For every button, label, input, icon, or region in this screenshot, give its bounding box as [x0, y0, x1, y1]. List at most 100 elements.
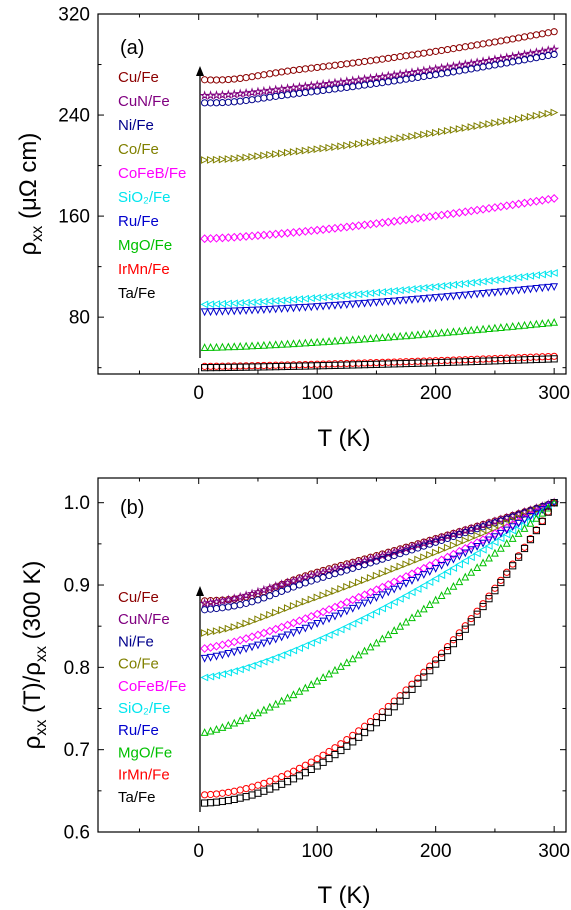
data-point: [461, 326, 470, 335]
data-point: [402, 691, 410, 699]
data-point: [396, 697, 404, 705]
data-point: [366, 299, 375, 308]
data-point: [236, 74, 244, 83]
data-point: [449, 327, 458, 336]
data-point: [300, 572, 311, 582]
data-point: [337, 740, 345, 748]
y-axis-label: ρxx (μΩ cm): [15, 133, 46, 256]
data-point: [372, 571, 381, 580]
data-point: [526, 518, 535, 527]
data-point: [549, 44, 560, 54]
legend-entry: Ta/Fe: [118, 789, 156, 806]
data-point: [420, 72, 428, 81]
data-point: [478, 277, 487, 286]
data-point: [366, 587, 375, 597]
data-point: [206, 308, 215, 317]
data-point: [254, 152, 263, 161]
data-point: [236, 601, 244, 609]
data-point: [236, 794, 244, 802]
legend: Cu/Fe CuN/Fe Ni/Fe Co/Fe CoFeB/Fe SiO₂/Fe Ru/F…: [118, 69, 186, 302]
data-point: [520, 272, 529, 281]
data-point: [508, 287, 517, 296]
data-point: [259, 705, 268, 714]
data-point: [217, 640, 227, 650]
data-point: [378, 591, 387, 600]
data-point: [201, 156, 209, 164]
legend-entry: SiO₂/Fe: [118, 700, 171, 717]
data-point: [265, 305, 274, 314]
data-point: [277, 696, 286, 705]
data-point: [432, 548, 440, 557]
data-point: [254, 596, 262, 604]
data-point: [325, 589, 334, 598]
data-point: [372, 713, 381, 721]
data-point: [432, 71, 440, 79]
data-point: [348, 654, 357, 663]
data-point: [371, 552, 382, 562]
data-point: [318, 607, 328, 617]
data-point: [538, 110, 547, 119]
data-point: [223, 89, 234, 100]
data-point: [212, 308, 221, 316]
data-point: [432, 128, 440, 137]
data-point: [289, 690, 298, 699]
data-point: [325, 337, 333, 345]
data-point: [224, 75, 232, 84]
data-point: [360, 576, 369, 585]
series-4: [201, 498, 559, 637]
data-point: [372, 585, 381, 595]
data-point: [360, 57, 369, 66]
data-point: [218, 155, 227, 164]
data-point: [478, 535, 488, 545]
data-point: [223, 594, 234, 605]
data-point: [265, 340, 274, 349]
data-point: [295, 627, 304, 635]
data-point: [449, 356, 458, 364]
data-point: [224, 720, 233, 729]
data-point: [236, 97, 244, 105]
data-point: [503, 568, 511, 576]
data-point: [526, 112, 535, 121]
data-point: [301, 579, 309, 587]
data-point: [236, 621, 245, 630]
data-point: [336, 291, 345, 300]
data-point: [266, 93, 274, 101]
data-point: [217, 595, 228, 606]
data-point: [242, 74, 250, 82]
data-point: [288, 575, 299, 586]
data-point: [301, 360, 309, 369]
data-point: [295, 764, 304, 772]
series-6: [200, 269, 558, 309]
data-point: [384, 54, 392, 62]
data-point: [295, 772, 304, 780]
y-ticks: 0.6 0.7 0.8 0.9 1.0: [64, 493, 566, 844]
data-point: [366, 359, 375, 367]
data-point: [230, 342, 239, 351]
data-point: [246, 588, 258, 599]
data-point: [383, 580, 393, 589]
data-point: [230, 667, 238, 675]
data-point: [200, 673, 209, 682]
data-point: [389, 69, 400, 80]
data-point: [389, 286, 398, 295]
series-6: [200, 498, 558, 682]
data-point: [538, 270, 546, 279]
data-point: [544, 502, 553, 511]
data-point: [349, 140, 357, 149]
data-point: [199, 90, 210, 100]
data-point: [461, 536, 470, 545]
data-point: [254, 341, 262, 350]
data-point: [407, 588, 416, 597]
data-point: [277, 633, 286, 642]
data-point: [319, 360, 327, 368]
data-point: [473, 355, 481, 363]
data-point: [283, 770, 292, 778]
y-tick-label: 0.7: [64, 740, 90, 761]
data-point: [532, 513, 541, 522]
data-point: [418, 65, 429, 76]
data-point: [372, 333, 381, 342]
data-point: [306, 570, 317, 581]
y-tick-label: 0.9: [64, 576, 90, 597]
x-tick-label: 100: [301, 383, 333, 404]
data-point: [408, 296, 416, 304]
